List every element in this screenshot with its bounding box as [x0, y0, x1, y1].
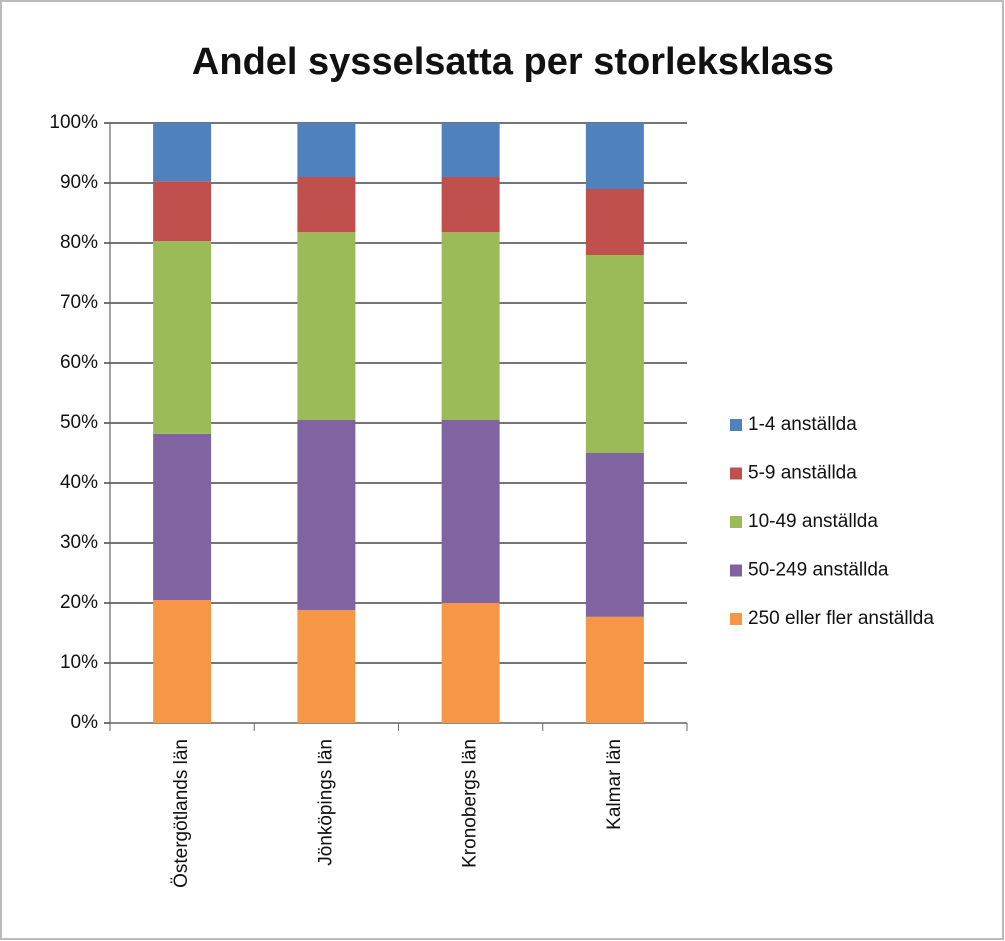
- legend-label: 250 eller fler anställda: [748, 608, 934, 629]
- bar-segment: [441, 603, 500, 723]
- bar-segment: [153, 433, 212, 600]
- bar-segment: [153, 123, 212, 182]
- y-tick-label: 0%: [71, 712, 99, 733]
- legend-label: 1-4 anställda: [748, 414, 857, 435]
- bar-segment: [297, 123, 356, 177]
- y-tick-label: 70%: [60, 292, 98, 313]
- x-tick-label: Östergötlands län: [171, 739, 192, 888]
- y-tick-label: 100%: [49, 112, 98, 133]
- legend-swatch: [730, 516, 742, 528]
- y-tick-label: 90%: [60, 172, 98, 193]
- y-tick-label: 80%: [60, 232, 98, 253]
- y-tick-label: 40%: [60, 472, 98, 493]
- legend-swatch: [730, 419, 742, 431]
- bar-segment: [585, 453, 644, 617]
- bar-segment: [153, 181, 212, 242]
- legend-swatch: [730, 613, 742, 625]
- bar-segment: [297, 177, 356, 233]
- chart-title: Andel sysselsatta per storleksklass: [192, 41, 834, 83]
- y-tick-label: 30%: [60, 532, 98, 553]
- y-tick-label: 50%: [60, 412, 98, 433]
- legend-label: 10-49 anställda: [748, 511, 878, 532]
- x-tick-label: Kalmar län: [604, 739, 625, 830]
- y-tick-label: 20%: [60, 592, 98, 613]
- bar-segment: [585, 616, 644, 723]
- bar-segment: [585, 189, 644, 255]
- legend-label: 5-9 anställda: [748, 463, 857, 484]
- legend-label: 50-249 anställda: [748, 560, 889, 581]
- x-tick-label: Kronobergs län: [460, 739, 481, 868]
- legend-swatch: [730, 564, 742, 577]
- bar-segment: [441, 420, 500, 603]
- legend-swatch: [730, 467, 742, 480]
- bar-segment: [297, 232, 356, 420]
- bar-segment: [153, 600, 212, 723]
- bar-segment: [585, 255, 644, 453]
- y-tick-label: 10%: [60, 652, 98, 673]
- bar-segment: [441, 177, 500, 233]
- bar-segment: [297, 420, 356, 611]
- bar-segment: [585, 123, 644, 189]
- y-tick-label: 60%: [60, 352, 98, 373]
- bar-segment: [153, 241, 212, 434]
- bar-segment: [441, 123, 500, 177]
- bar-segment: [297, 610, 356, 723]
- bar-segment: [441, 232, 500, 420]
- x-tick-label: Jönköpings län: [315, 739, 336, 866]
